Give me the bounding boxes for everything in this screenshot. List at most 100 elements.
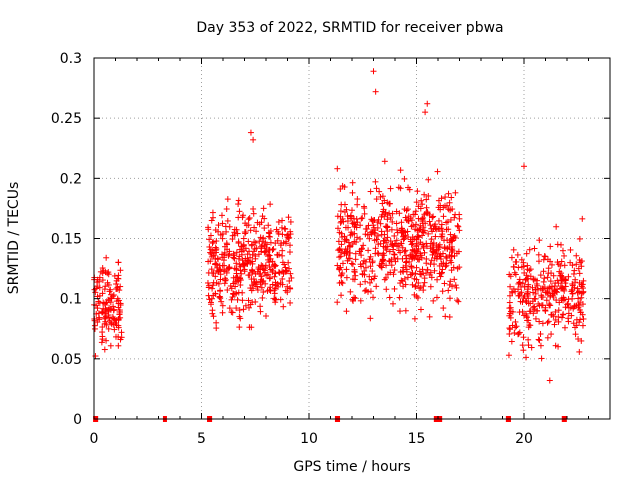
data-point	[396, 210, 403, 217]
data-point	[526, 267, 533, 274]
data-point	[217, 287, 224, 294]
data-point	[217, 231, 224, 238]
data-point	[358, 215, 365, 222]
data-point	[279, 252, 286, 259]
data-point	[347, 213, 354, 220]
data-point	[447, 216, 454, 223]
data-point	[387, 185, 394, 192]
data-point	[99, 324, 106, 331]
data-point	[544, 274, 551, 281]
data-point	[529, 284, 536, 291]
data-point	[527, 273, 534, 280]
data-point	[569, 282, 576, 289]
data-point	[379, 256, 386, 263]
data-point	[115, 259, 122, 266]
data-point	[390, 271, 397, 278]
data-point	[367, 188, 374, 195]
data-point	[218, 298, 225, 305]
data-point	[208, 217, 215, 224]
y-tick-labels: 0 0.05 0.1 0.15 0.2 0.25 0.3	[51, 51, 82, 428]
data-point	[348, 229, 355, 236]
data-point	[396, 294, 403, 301]
data-point	[389, 240, 396, 247]
data-point	[432, 233, 439, 240]
data-point	[541, 275, 548, 282]
data-point	[335, 238, 342, 245]
data-point	[251, 224, 258, 231]
data-point	[428, 274, 435, 281]
data-point	[357, 235, 364, 242]
data-point	[279, 275, 286, 282]
data-point	[270, 246, 277, 253]
data-point	[259, 263, 266, 270]
data-point	[532, 290, 539, 297]
data-point	[338, 292, 345, 299]
data-point	[535, 258, 542, 265]
data-point	[357, 222, 364, 229]
data-point	[573, 316, 580, 323]
data-point	[347, 288, 354, 295]
data-point	[525, 324, 532, 331]
data-point	[280, 269, 287, 276]
data-point	[338, 279, 345, 286]
data-point	[361, 205, 368, 212]
data-point	[456, 264, 463, 271]
data-point	[288, 274, 295, 281]
data-point	[287, 231, 294, 238]
data-point	[439, 233, 446, 240]
data-point	[286, 249, 293, 256]
data-point	[223, 206, 230, 213]
data-point	[446, 295, 453, 302]
data-point	[443, 253, 450, 260]
data-point	[558, 277, 565, 284]
data-point	[506, 271, 513, 278]
data-point	[381, 158, 388, 165]
axis-ticks	[93, 57, 610, 420]
data-point	[578, 258, 585, 265]
data-point	[411, 315, 418, 322]
data-point	[236, 261, 243, 268]
data-point	[233, 249, 240, 256]
data-point	[455, 223, 462, 230]
data-point	[261, 215, 268, 222]
data-point	[282, 226, 289, 233]
data-point	[213, 319, 220, 326]
data-point	[578, 283, 585, 290]
data-point	[368, 216, 375, 223]
data-point	[269, 258, 276, 265]
data-point	[215, 256, 222, 263]
data-point	[535, 300, 542, 307]
data-point	[411, 235, 418, 242]
data-point	[233, 260, 240, 267]
data-point	[555, 313, 562, 320]
data-point	[345, 239, 352, 246]
data-point	[525, 300, 532, 307]
x-tick-label: 20	[515, 431, 533, 447]
data-point	[557, 283, 564, 290]
data-point	[389, 210, 396, 217]
data-point	[205, 284, 212, 291]
data-point	[515, 286, 522, 293]
data-point	[402, 281, 409, 288]
data-point	[580, 288, 587, 295]
data-point	[287, 299, 294, 306]
data-point	[230, 290, 237, 297]
data-point	[512, 258, 519, 265]
data-point	[226, 251, 233, 258]
data-point	[404, 228, 411, 235]
data-point	[370, 294, 377, 301]
data-point	[545, 318, 552, 325]
chart-title: Day 353 of 2022, SRMTID for receiver pbw…	[196, 20, 503, 36]
data-point	[339, 182, 346, 189]
data-point	[222, 223, 229, 230]
data-point	[426, 218, 433, 225]
data-point	[354, 234, 361, 241]
data-point	[370, 222, 377, 229]
data-point	[369, 268, 376, 275]
data-point	[529, 298, 536, 305]
data-point	[398, 240, 405, 247]
data-point	[429, 228, 436, 235]
data-point	[247, 285, 254, 292]
data-point	[354, 195, 361, 202]
